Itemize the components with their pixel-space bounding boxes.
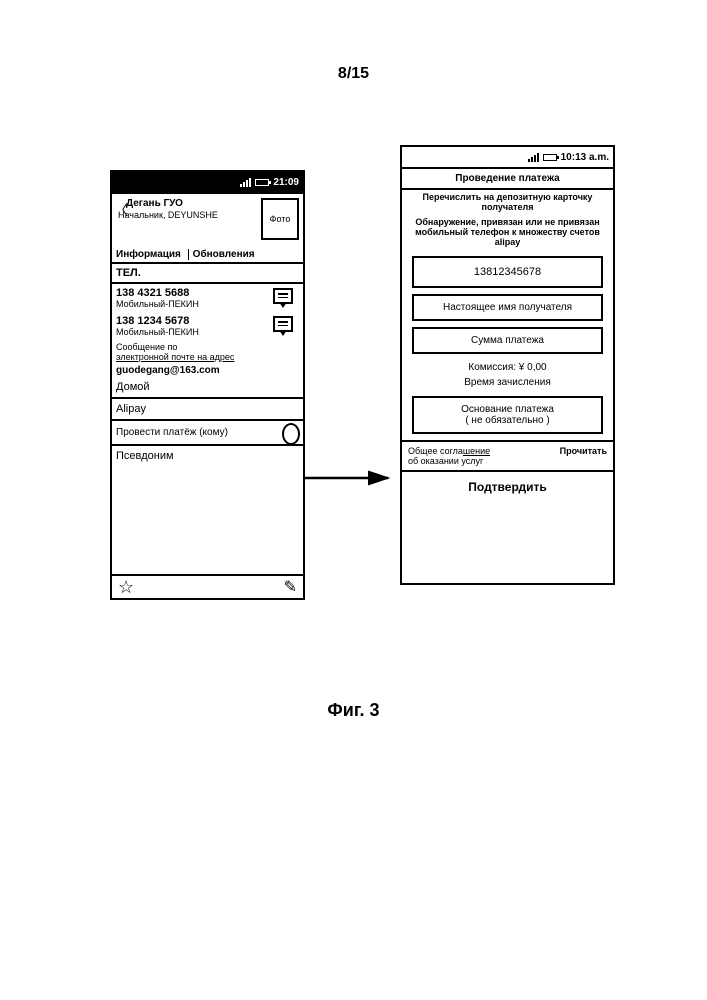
amount-field[interactable]: Сумма платежа: [412, 327, 603, 354]
phone-contact-screen: 21:09 〈 Дегань ГУО Начальник, DEYUNSHE Ф…: [110, 170, 305, 600]
flow-arrow-icon: [302, 468, 398, 488]
tab-info[interactable]: Информация: [116, 249, 181, 260]
phone-location-2: Мобильный-ПЕКИН: [116, 327, 299, 337]
tel-section-label: ТЕЛ.: [112, 264, 303, 284]
message-icon[interactable]: [273, 288, 293, 304]
email-label-line2: электронной почте на адрес: [116, 352, 234, 362]
pay-indicator-icon: [282, 423, 300, 445]
phone-location-1: Мобильный-ПЕКИН: [116, 299, 299, 309]
status-time: 21:09: [273, 177, 299, 188]
home-label[interactable]: Домой: [112, 377, 303, 397]
status-bar: 21:09: [112, 172, 303, 194]
alipay-label[interactable]: Alipay: [112, 399, 303, 419]
phone-payment-screen: 10:13 a.m. Проведение платежа Перечислит…: [400, 145, 615, 585]
reason-line2: ( не обязательно ): [418, 415, 597, 426]
favorite-star-icon[interactable]: ☆: [118, 577, 134, 598]
status-bar: 10:13 a.m.: [402, 147, 613, 169]
phone-entry-2[interactable]: 138 1234 5678 Мобильный-ПЕКИН: [112, 312, 303, 340]
read-link[interactable]: Прочитать: [560, 446, 607, 456]
email-label-line1: Сообщение по: [116, 342, 177, 352]
detection-text: Обнаружение, привязан или не привязан мо…: [402, 215, 613, 250]
confirm-button[interactable]: Подтвердить: [402, 470, 613, 502]
signal-icon: [528, 153, 539, 162]
figure-label: Фиг. 3: [327, 700, 379, 721]
status-time: 10:13 a.m.: [561, 152, 609, 163]
bottom-toolbar: ☆ ✎: [112, 574, 303, 598]
nickname-label[interactable]: Псевдоним: [112, 446, 303, 466]
credit-time-label: Время зачисления: [402, 375, 613, 390]
agreement-part2: об оказании услуг: [408, 456, 483, 466]
email-label: Сообщение по электронной почте на адрес: [112, 340, 303, 364]
battery-icon: [255, 179, 269, 186]
make-payment-row[interactable]: Провести платёж (кому): [112, 421, 303, 444]
commission-label: Комиссия: ¥ 0,00: [402, 360, 613, 375]
agreement-text[interactable]: Общее соглашение об оказании услуг: [408, 446, 490, 466]
agreement-part1b: шение: [463, 446, 490, 456]
signal-icon: [240, 178, 251, 187]
recipient-name-field[interactable]: Настоящее имя получателя: [412, 294, 603, 321]
payment-reason-field[interactable]: Основание платежа ( не обязательно ): [412, 396, 603, 434]
make-payment-label: Провести платёж (кому): [116, 427, 228, 438]
agreement-row: Общее соглашение об оказании услуг Прочи…: [402, 442, 613, 470]
phone-number-1: 138 4321 5688: [116, 287, 299, 299]
page-number: 8/15: [338, 65, 369, 83]
back-chevron-icon[interactable]: 〈: [114, 200, 128, 220]
email-address[interactable]: guodegang@163.com: [112, 364, 303, 377]
tab-updates[interactable]: Обновления: [188, 249, 255, 260]
phone-number-field[interactable]: 13812345678: [412, 256, 603, 288]
payment-title: Проведение платежа: [402, 169, 613, 190]
agreement-part1: Общее согла: [408, 446, 463, 456]
phone-entry-1[interactable]: 138 4321 5688 Мобильный-ПЕКИН: [112, 284, 303, 312]
battery-icon: [543, 154, 557, 161]
phone-number-2: 138 1234 5678: [116, 315, 299, 327]
tabs-row: Информация Обновления: [116, 249, 259, 260]
contact-header: 〈 Дегань ГУО Начальник, DEYUNSHE Фото Ин…: [112, 194, 303, 264]
payment-subtitle: Перечислить на депозитную карточку получ…: [402, 190, 613, 215]
message-icon[interactable]: [273, 316, 293, 332]
photo-placeholder[interactable]: Фото: [261, 198, 299, 240]
reason-line1: Основание платежа: [418, 404, 597, 415]
edit-pencil-icon[interactable]: ✎: [284, 577, 297, 597]
